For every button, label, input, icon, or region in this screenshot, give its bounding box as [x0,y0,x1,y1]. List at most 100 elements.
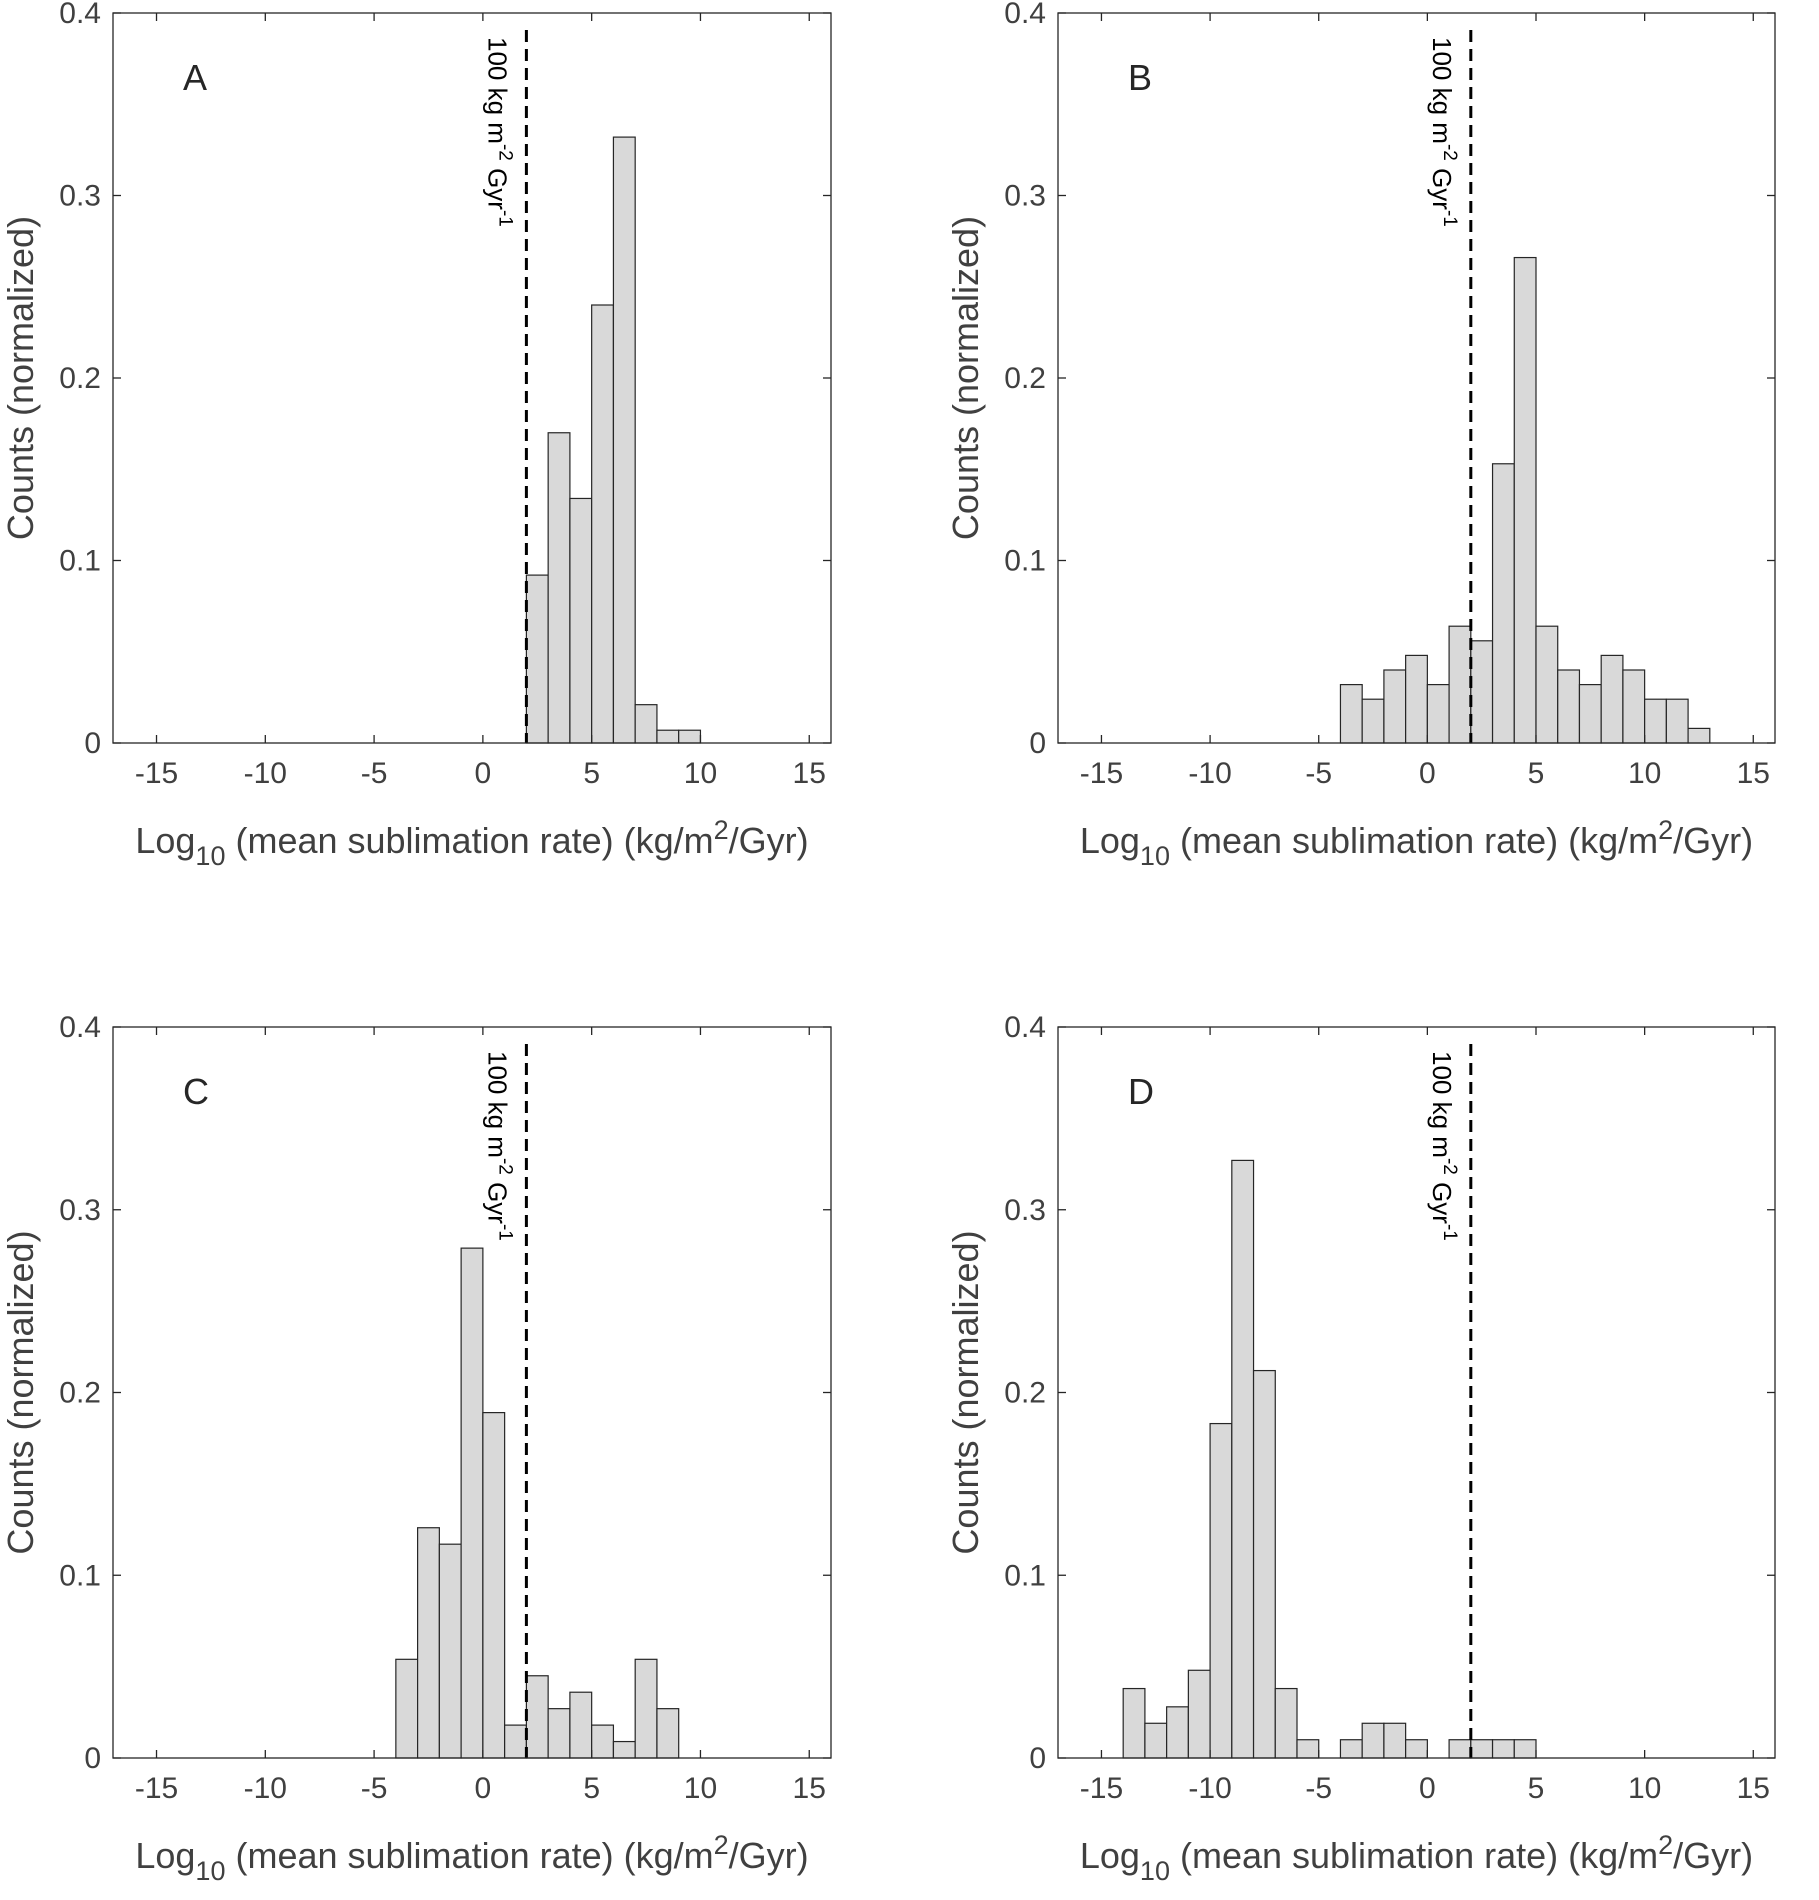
chart-c-xtick-label: -10 [244,1772,287,1805]
chart-b-bar-7 [1491,463,1515,744]
chart-d-xtick-label: 5 [1528,1772,1545,1805]
chart-b-xtick-label: -5 [1305,757,1332,790]
chart-c-xtick-label: -15 [135,1772,178,1805]
chart-d-ytick-label: 0.1 [1004,1559,1046,1592]
chart-c-bar-8 [569,1691,593,1759]
chart-c-ytick-label: 0 [84,1742,101,1775]
chart-b-ytick-label: 0.3 [1004,180,1046,213]
chart-d-xtick-label: 10 [1628,1772,1661,1805]
chart-d-bar-18 [1513,1739,1537,1759]
chart-c-xtick-label: -5 [361,1772,388,1805]
chart-a-bar-0 [525,574,549,744]
chart-a-xtick-label: 15 [793,757,826,790]
chart-d-xtick-label: -10 [1188,1772,1231,1805]
chart-a-bar-5 [634,704,658,744]
chart-b-bar-9 [1535,625,1559,744]
chart-b-ytick-label: 0.4 [1004,0,1046,30]
chart-b-panel-letter: B [1128,57,1152,98]
chart-a-bar-7 [678,729,702,744]
chart-b-xtick-label: 0 [1419,757,1436,790]
chart-a-xtick-label: 5 [583,757,600,790]
chart-a-bar-3 [591,304,615,744]
chart-d-bar-0 [1122,1687,1146,1759]
chart-c-bar-11 [634,1658,658,1759]
chart-a-ytick-label: 0 [84,727,101,760]
chart-d-bar-8 [1296,1739,1320,1759]
chart-d-bar-11 [1361,1722,1385,1759]
chart-d-bar-7 [1274,1687,1298,1759]
chart-c-panel: 100 kg m-2 Gyr-1 -15 -10 -5 0 5 10 15 0 0.1 0.2 0.3… [0,1011,832,1886]
chart-b-bar-11 [1578,683,1602,744]
chart-c-ytick-label: 0.1 [59,1559,101,1592]
chart-a-xtick-label: -5 [361,757,388,790]
chart-a-ytick-label: 0.4 [59,0,101,30]
chart-a-reference-label: 100 kg m-2 Gyr-1 [482,37,515,227]
chart-b-bar-0 [1339,683,1363,744]
chart-b-bar-1 [1361,698,1385,744]
chart-d-xtick-label: -5 [1305,1772,1332,1805]
chart-b-xtick-label: -15 [1080,757,1123,790]
chart-b-bar-5 [1448,625,1472,744]
chart-d-bar-10 [1339,1739,1363,1759]
chart-d-ytick-label: 0.2 [1004,1377,1046,1410]
chart-c-ylabel: Counts (normalized) [0,1230,41,1554]
chart-c-ytick-label: 0.4 [59,1011,101,1044]
chart-b-bar-15 [1665,698,1689,744]
chart-d-ylabel: Counts (normalized) [945,1230,986,1554]
chart-c-bar-3 [460,1247,484,1759]
chart-d-bar-17 [1491,1739,1515,1759]
chart-b-ylabel: Counts (normalized) [945,216,986,540]
chart-d-panel: 100 kg m-2 Gyr-1 -15 -10 -5 0 5 10 15 0 0.1 0.2 0.3… [945,1011,1776,1886]
chart-d-bar-15 [1448,1739,1472,1759]
chart-b-xtick-label: -10 [1188,757,1231,790]
chart-a-xtick-label: 10 [684,757,717,790]
chart-b-bar-16 [1687,727,1711,744]
chart-a-panel-letter: A [183,57,207,98]
chart-b-xtick-label: 10 [1628,757,1661,790]
chart-d-bar-5 [1231,1159,1255,1759]
chart-b-xtick-label: 15 [1737,757,1770,790]
chart-b-ytick-label: 0 [1029,727,1046,760]
chart-c-bar-9 [591,1724,615,1759]
chart-a-ytick-label: 0.1 [59,545,101,578]
chart-d-bar-3 [1187,1669,1211,1759]
chart-c-bar-12 [656,1708,680,1759]
chart-c-bar-6 [525,1675,549,1759]
chart-d-bar-2 [1166,1706,1189,1759]
chart-c-bar-5 [504,1724,527,1759]
chart-c-panel-letter: C [183,1071,209,1112]
chart-b-bar-6 [1470,640,1494,744]
chart-b-bar-14 [1644,698,1667,744]
chart-b-bar-3 [1405,654,1428,744]
chart-b-bar-8 [1513,256,1537,744]
chart-c-xtick-label: 10 [684,1772,717,1805]
chart-b-ytick-label: 0.2 [1004,362,1046,395]
chart-d-reference-label: 100 kg m-2 Gyr-1 [1427,1051,1460,1241]
chart-b-xlabel: Log10 (mean sublimation rate) (kg/m2/Gyr… [1080,815,1753,871]
chart-c-bar-1 [417,1527,440,1759]
chart-a-xtick-label: 0 [475,757,492,790]
chart-a-panel: 100 kg m-2 Gyr-1 -15 -10 -5 0 5 10 15 0 0.1 0.2 0.3… [0,0,832,871]
chart-d-bar-13 [1405,1739,1428,1759]
chart-c-xtick-label: 0 [475,1772,492,1805]
chart-d-bar-16 [1470,1739,1494,1759]
chart-d-xtick-label: 15 [1737,1772,1770,1805]
chart-a-bar-4 [612,136,636,744]
chart-a-bar-1 [547,432,571,744]
chart-d-ytick-label: 0 [1029,1742,1046,1775]
chart-c-ytick-label: 0.3 [59,1194,101,1227]
chart-b-bar-2 [1383,669,1407,744]
chart-b-bar-12 [1600,654,1624,744]
chart-a-xlabel: Log10 (mean sublimation rate) (kg/m2/Gyr… [135,815,808,871]
chart-d-bar-12 [1383,1722,1407,1759]
chart-b-bar-4 [1426,683,1450,744]
chart-d-xtick-label: 0 [1419,1772,1436,1805]
chart-d-xtick-label: -15 [1080,1772,1123,1805]
chart-c-xtick-label: 5 [583,1772,600,1805]
chart-b-bar-13 [1622,669,1646,744]
chart-a-axes-box [112,12,832,744]
chart-c-xlabel: Log10 (mean sublimation rate) (kg/m2/Gyr… [135,1830,808,1886]
chart-c-bar-7 [547,1708,571,1759]
chart-a-xtick-label: -15 [135,757,178,790]
